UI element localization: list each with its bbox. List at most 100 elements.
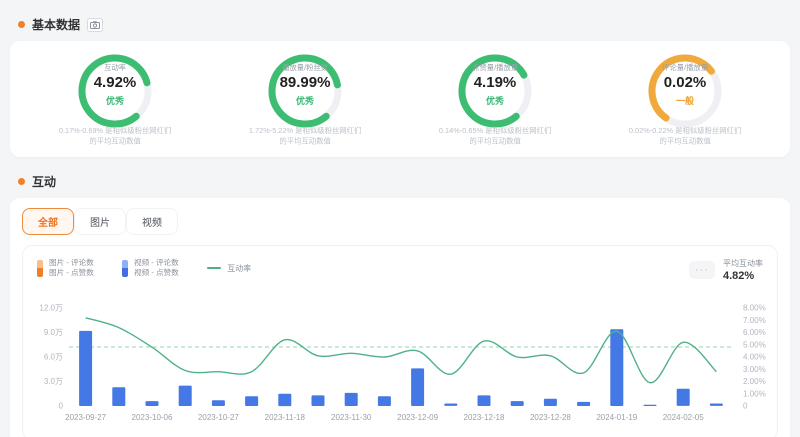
tab-videos[interactable]: 视频 [126, 208, 178, 235]
gauge-rating-badge: 优秀 [105, 96, 124, 106]
chart-header: 图片 - 评论数 图片 - 点赞数 视频 - 评论数 视频 - 点赞数 互动率 ··… [33, 256, 767, 282]
legend-item-0[interactable]: 图片 - 评论数 图片 - 点赞数 [37, 258, 96, 278]
interaction-trend-chart: 12.0万 9.0万 6.0万 3.0万 0 8.00% 7.00% 6.00% 5.00% 4.… [39, 304, 766, 423]
average-interaction-block: 平均互动率 4.82% [723, 258, 763, 282]
bar [79, 330, 93, 406]
bar [145, 401, 159, 406]
tab-all[interactable]: 全部 [22, 208, 74, 235]
y-right-tick: 6.00% [743, 328, 766, 337]
bar [543, 398, 557, 406]
bar [643, 404, 657, 406]
gauge-value: 0.02% [663, 74, 707, 91]
section-title-interaction: 互动 [32, 175, 57, 189]
gauge-metric-label: 点赞量/播放量 [471, 63, 519, 72]
x-tick: 2023-10-06 [132, 413, 173, 422]
gauge-metric-label: 播放量/粉丝数 [281, 63, 329, 72]
camera-icon[interactable] [87, 17, 104, 32]
average-interaction-label: 平均互动率 [723, 259, 763, 268]
legend-item-2[interactable]: 互动率 [207, 263, 251, 274]
bar [510, 401, 524, 406]
gauge-3: 评论量/播放量 0.02% 一般 0.02%-0.22% 是相似级粉丝网红们 的… [595, 49, 775, 147]
legend-item-1[interactable]: 视频 - 评论数 视频 - 点赞数 [122, 258, 181, 278]
gauge-value: 4.19% [473, 74, 517, 91]
interaction-chart-panel: 图片 - 评论数 图片 - 点赞数 视频 - 评论数 视频 - 点赞数 互动率 ··… [22, 245, 778, 437]
gauge-2: 点赞量/播放量 4.19% 优秀 0.14%-0.65% 是相似级粉丝网红们 的… [405, 49, 585, 147]
section-title-basic-data: 基本数据 [32, 18, 81, 32]
x-tick: 2023-10-27 [198, 413, 239, 422]
x-tick: 2023-11-18 [265, 413, 306, 422]
legend-labels: 图片 - 评论数 图片 - 点赞数 [49, 258, 94, 277]
x-tick: 2023-11-30 [331, 413, 372, 422]
y-right-tick: 8.00% [743, 304, 766, 313]
y-right-tick: 2.00% [743, 377, 766, 386]
y-left-tick: 12.0万 [39, 304, 63, 313]
tab-pictures[interactable]: 图片 [74, 208, 126, 235]
gauge-dial: 播放量/粉丝数 89.99% 优秀 [263, 49, 347, 128]
legend-bar-swatch [122, 259, 129, 277]
bar [444, 403, 458, 406]
legend-labels: 视频 - 评论数 视频 - 点赞数 [134, 258, 179, 277]
bar [377, 396, 391, 406]
bar [112, 387, 126, 406]
chart-header-right: ··· 平均互动率 4.82% [689, 258, 763, 282]
gauge-value: 4.92% [93, 74, 137, 91]
x-tick: 2024-01-19 [596, 413, 637, 422]
bar [676, 388, 690, 406]
interaction-section-header: 互动 [18, 173, 782, 190]
interaction-tab-bar: 全部 图片 视频 [22, 208, 178, 235]
bar [278, 393, 292, 407]
gauge-1: 播放量/粉丝数 89.99% 优秀 1.72%-5.22% 是相似级粉丝网红们 … [215, 49, 395, 147]
y-left-tick: 0 [59, 402, 64, 411]
y-right-tick: 3.00% [743, 365, 766, 374]
gauge-dial: 点赞量/播放量 4.19% 优秀 [453, 49, 537, 128]
gauge-value: 89.99% [279, 74, 331, 91]
gauge-rating-badge: 优秀 [295, 96, 314, 106]
gauge-metric-label: 评论量/播放量 [661, 63, 709, 72]
legend-line-swatch [207, 267, 222, 269]
bar [311, 395, 325, 406]
bar [477, 395, 491, 406]
basic-data-section-header: 基本数据 [18, 16, 782, 33]
gauge-benchmark-description: 0.14%-0.65% 是相似级粉丝网红们 的平均互动数值 [438, 126, 552, 146]
gauge-dial: 互动率 4.92% 优秀 [73, 49, 157, 128]
bar [610, 329, 624, 406]
y-right-tick: 0 [743, 402, 748, 411]
legend-line-label: 互动率 [227, 263, 252, 273]
gauge-benchmark-description: 0.17%-0.69% 是相似级粉丝网红们 的平均互动数值 [58, 126, 172, 146]
y-left-tick: 6.0万 [44, 353, 63, 362]
bars [79, 329, 723, 407]
chart-legend: 图片 - 评论数 图片 - 点赞数 视频 - 评论数 视频 - 点赞数 互动率 [37, 258, 251, 278]
basic-data-card: 互动率 4.92% 优秀 0.17%-0.69% 是相似级粉丝网红们 的平均互动… [10, 41, 790, 157]
gauge-benchmark-description: 0.02%-0.22% 是相似级粉丝网红们 的平均互动数值 [628, 126, 742, 146]
gauge-rating-badge: 一般 [675, 96, 694, 106]
x-tick: 2024-02-05 [663, 413, 704, 422]
x-tick: 2023-12-28 [530, 413, 571, 422]
gauge-rating-badge: 优秀 [485, 96, 504, 106]
y-right-tick: 4.00% [743, 353, 766, 362]
bar [411, 368, 425, 406]
y-left-tick: 3.0万 [44, 377, 63, 386]
bullet-dot [18, 178, 25, 185]
bar [245, 396, 259, 406]
x-tick: 2023-12-09 [397, 413, 438, 422]
y-right-tick: 1.00% [743, 389, 766, 398]
x-tick: 2023-12-18 [464, 413, 505, 422]
bullet-dot [18, 21, 25, 28]
more-options-button[interactable]: ··· [689, 261, 715, 279]
bar [709, 403, 723, 406]
bar [577, 401, 591, 406]
bar [178, 385, 192, 406]
interaction-card: 全部 图片 视频 图片 - 评论数 图片 - 点赞数 视频 - 评论数 视频 - 点赞数… [10, 198, 790, 437]
gauge-dial: 评论量/播放量 0.02% 一般 [643, 49, 727, 128]
gauge-metric-label: 互动率 [103, 63, 127, 72]
y-left-tick: 9.0万 [44, 328, 63, 337]
bar [211, 400, 225, 406]
y-right-tick: 7.00% [743, 316, 766, 325]
gauge-0: 互动率 4.92% 优秀 0.17%-0.69% 是相似级粉丝网红们 的平均互动… [25, 49, 205, 147]
y-right-tick: 5.00% [743, 340, 766, 349]
average-interaction-value: 4.82% [723, 270, 755, 282]
x-tick: 2023-09-27 [65, 413, 106, 422]
gauge-benchmark-description: 1.72%-5.22% 是相似级粉丝网红们 的平均互动数值 [248, 126, 362, 146]
legend-bar-swatch [37, 259, 43, 277]
